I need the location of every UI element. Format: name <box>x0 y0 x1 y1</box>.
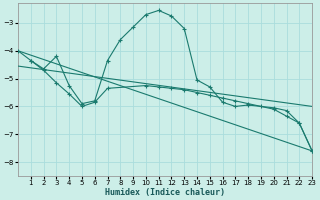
X-axis label: Humidex (Indice chaleur): Humidex (Indice chaleur) <box>105 188 225 197</box>
